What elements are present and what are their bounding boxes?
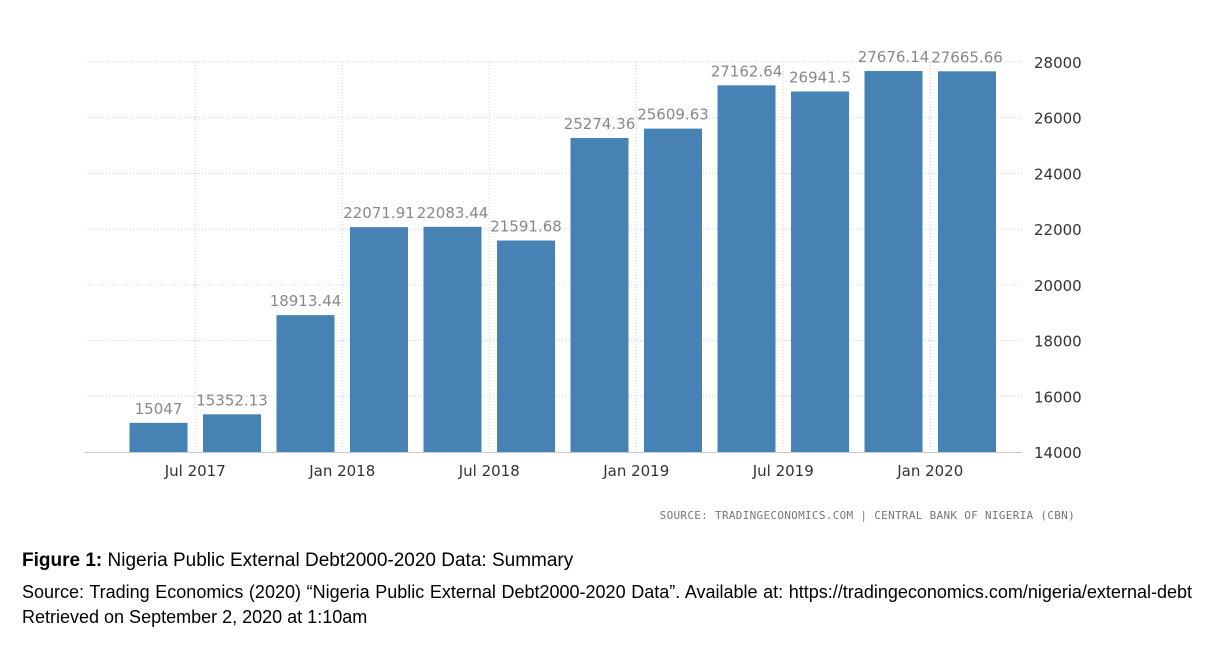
figure-label: Figure 1: [22,550,103,571]
value-label: 27162.64 [711,62,783,80]
x-tick-label: Jan 2019 [602,462,669,480]
bars [129,71,996,453]
bar [497,240,555,452]
value-label: 27665.66 [931,48,1003,66]
value-labels: 15047 15352.13 18913.44 22071.91 22083.44215… [135,48,1003,418]
value-label: 18913.44 [270,292,342,310]
y-tick-label: 24000 [1034,165,1082,183]
x-tick-label: Jan 2020 [896,462,963,480]
y-tick-label: 20000 [1034,277,1082,295]
value-label: 22083.44 [417,204,489,222]
y-tick-label: 28000 [1034,54,1082,72]
value-label: 15047 [135,400,183,418]
x-tick-label: Jan 2018 [308,462,375,480]
figure-citation: Source: Trading Economics (2020) “Nigeri… [22,582,1192,627]
bar-chart: 15047 15352.13 18913.44 22071.91 22083.44215… [85,48,1082,480]
bar [203,414,261,452]
bar [644,128,702,453]
x-axis: Jul 2017 Jan 2018 Jul 2018 Jan 2019 Jul 2019… [164,462,964,480]
value-label: 22071.91 [343,204,415,222]
figure-title: Nigeria Public External Debt2000-2020 Da… [102,550,574,571]
value-label: 26941.5 [789,68,851,86]
x-tick-label: Jul 2019 [752,462,814,480]
y-tick-label: 18000 [1034,333,1082,351]
x-tick-label: Jul 2017 [164,462,226,480]
value-label: 15352.13 [196,391,268,409]
bar [350,227,408,452]
y-tick-label: 16000 [1034,388,1082,406]
bar [423,226,482,452]
figure-title-line: Figure 1: Nigeria Public External Debt20… [22,548,1192,574]
y-axis: 28000 26000 24000 22000 20000 18000 16000 14000 [1034,54,1082,462]
bar [791,91,849,452]
y-tick-label: 14000 [1034,444,1082,462]
y-tick-label: 22000 [1034,221,1082,239]
bar [864,71,923,452]
value-label: 27676.14 [858,48,930,66]
bar [938,71,996,453]
x-tick-label: Jul 2018 [458,462,520,480]
figure-caption: Figure 1: Nigeria Public External Debt20… [22,548,1192,630]
value-label: 21591.68 [490,218,562,236]
bar [717,85,776,453]
value-label: 25609.63 [637,106,709,124]
bar [276,315,335,452]
bar [570,137,629,453]
bar [129,422,188,452]
value-label: 25274.36 [564,115,636,133]
y-tick-label: 26000 [1034,110,1082,128]
source-note: SOURCE: TRADINGECONOMICS.COM | CENTRAL B… [659,509,1075,522]
